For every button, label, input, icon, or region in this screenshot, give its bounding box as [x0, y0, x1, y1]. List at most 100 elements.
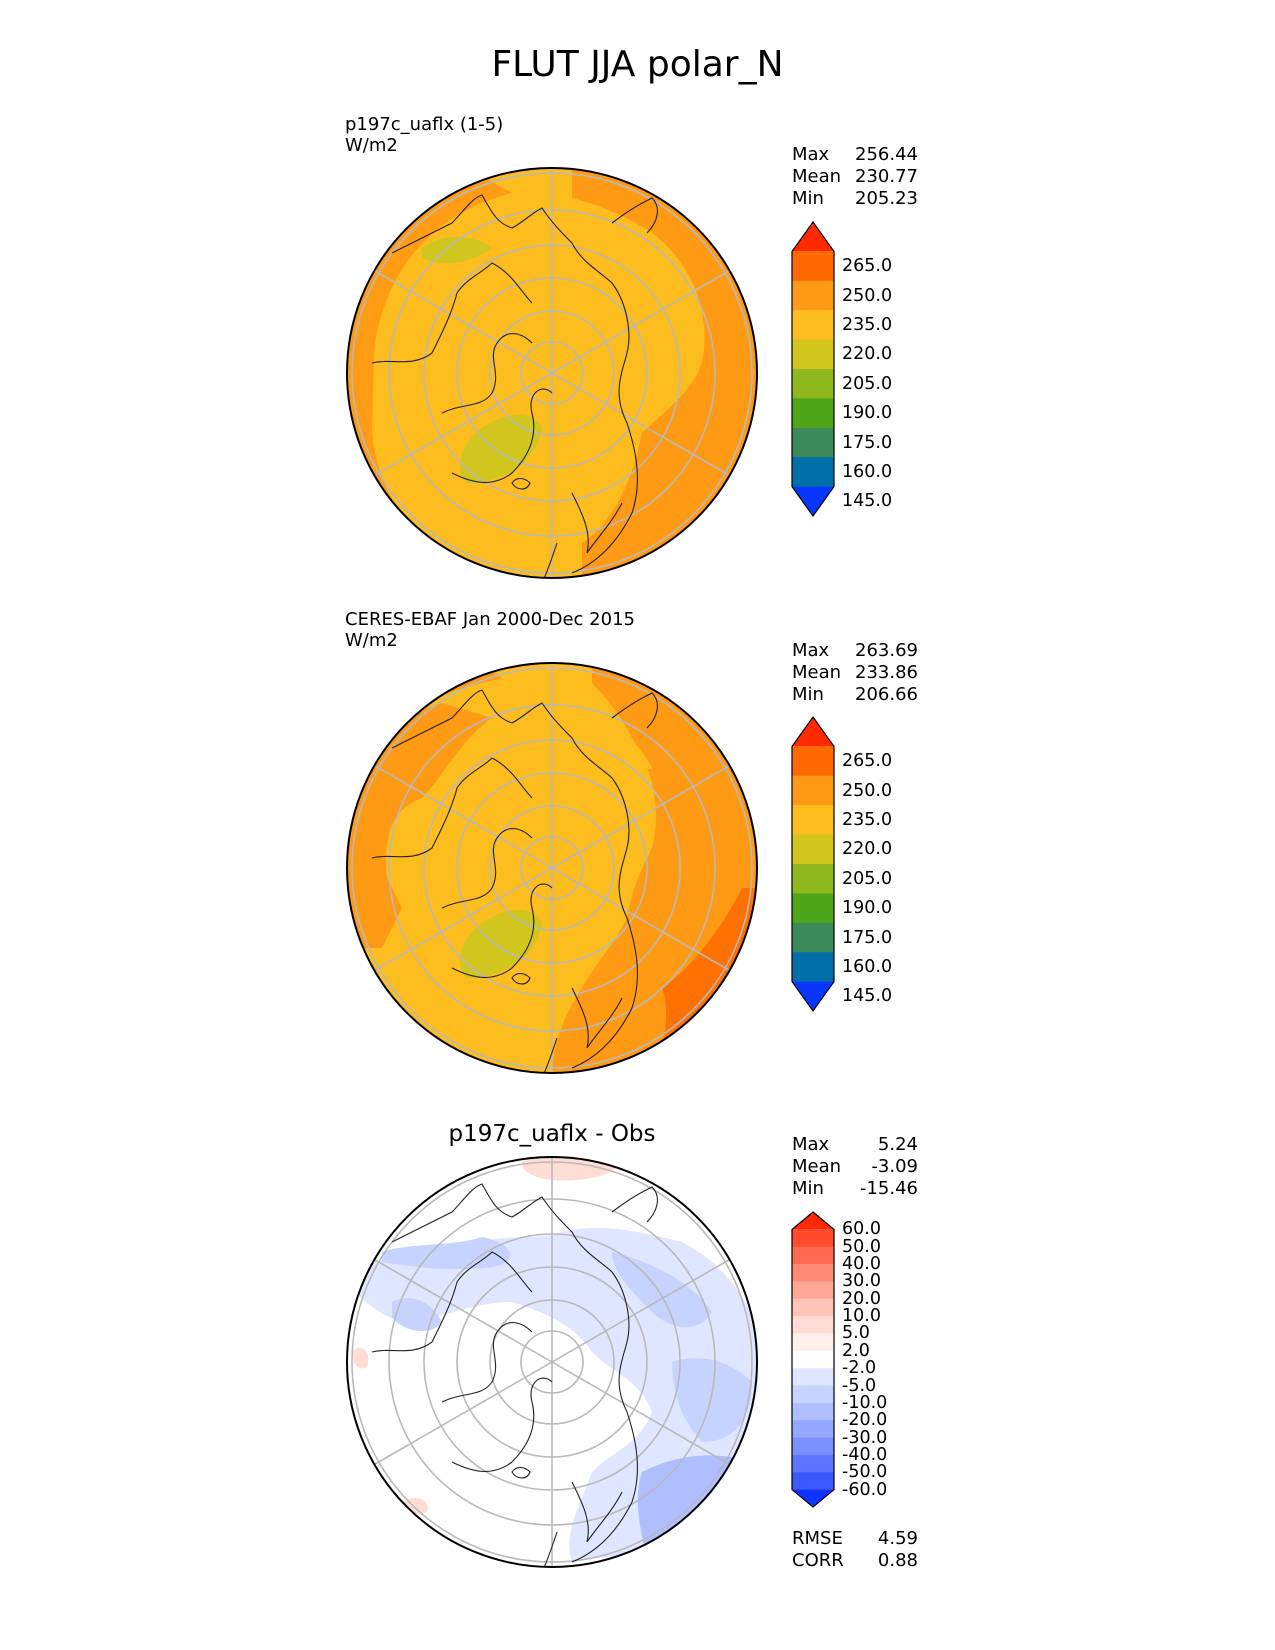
- panel-3-stat-corr-value: 0.88: [877, 1550, 918, 1571]
- colorbar-tick-label: 5.0: [842, 1323, 870, 1344]
- colorbar-bin: [792, 251, 834, 282]
- panel-3-colorbar-labels: 60.0 50.0 40.0 30.0 20.0 10.0 5.0 2.0 -2.0 -5.0 -1…: [842, 1212, 922, 1507]
- colorbar-tick-label: -60.0: [842, 1479, 888, 1500]
- panel-1-title: p197c_uaflx (1-5) W/m2: [345, 114, 503, 156]
- colorbar-outline: [791, 220, 835, 518]
- panel-3-stat-rmse-label: RMSE: [792, 1528, 843, 1549]
- colorbar-tick-label: 220.0: [842, 344, 893, 365]
- colorbar-tick-label: 265.0: [842, 751, 893, 772]
- panel-2-stat-max-label: Max: [792, 640, 830, 661]
- colorbar-tick-label: 145.0: [842, 986, 893, 1007]
- colorbar-bin: [792, 457, 834, 488]
- colorbar-bin: [792, 1229, 834, 1248]
- colorbar-bin: [792, 1264, 834, 1282]
- colorbar-bin: [792, 893, 834, 924]
- panel-1-stat-min-value: 205.23: [855, 188, 918, 209]
- panel-3-stat-rmse-value: 4.59: [877, 1528, 918, 1549]
- colorbar-tick-label: 175.0: [842, 927, 893, 948]
- panel-3-stat-mean-value: -3.09: [871, 1156, 918, 1177]
- colorbar-tick-label: -5.0: [842, 1375, 877, 1396]
- colorbar-bin: [792, 775, 834, 806]
- panel-1-colorbar-labels: 265.0 250.0 235.0 220.0 205.0 190.0 175.0 160.0…: [842, 222, 922, 516]
- colorbar-bin: [792, 1350, 834, 1369]
- colorbar-tick-label: 175.0: [842, 432, 893, 453]
- colorbar-bin: [792, 486, 834, 516]
- colorbar-bin: [792, 1246, 834, 1265]
- panel-1-stats: Max 256.44 Mean 230.77 Min 205.23: [792, 144, 918, 210]
- colorbar-tick-label: -50.0: [842, 1462, 888, 1483]
- panel-1-stat-max-value: 256.44: [855, 144, 918, 165]
- colorbar-bin: [792, 1489, 834, 1507]
- panel-2-stats: Max 263.69 Mean 233.86 Min 206.66: [792, 640, 918, 706]
- colorbar-tick-label: 190.0: [842, 403, 893, 424]
- panel-2-stat-mean-label: Mean: [792, 662, 842, 683]
- colorbar-outline: [791, 715, 835, 1013]
- colorbar-tick-label: -10.0: [842, 1392, 888, 1413]
- panel-1-colorbar: [791, 220, 835, 518]
- figure-title: FLUT JJA polar_N: [491, 44, 784, 85]
- colorbar-tick-label: 235.0: [842, 809, 893, 830]
- colorbar-tick-label: 145.0: [842, 491, 893, 512]
- colorbar-tick-label: 160.0: [842, 461, 893, 482]
- colorbar-bin: [792, 222, 834, 252]
- panel-3-error-stats: RMSE 4.59 CORR 0.88: [792, 1528, 918, 1572]
- colorbar-tick-label: 250.0: [842, 780, 893, 801]
- colorbar-bin: [792, 1385, 834, 1404]
- colorbar-bin: [792, 952, 834, 983]
- panel-1-stat-mean-label: Mean: [792, 166, 842, 187]
- colorbar-tick-label: 250.0: [842, 285, 893, 306]
- colorbar-tick-label: -30.0: [842, 1427, 888, 1448]
- colorbar-tick-label: 220.0: [842, 839, 893, 860]
- colorbar-bin: [792, 1420, 834, 1439]
- colorbar-tick-label: 265.0: [842, 256, 893, 277]
- panel-3-stat-mean-label: Mean: [792, 1156, 842, 1177]
- colorbar-bin: [792, 805, 834, 836]
- panel-1-stat-max-label: Max: [792, 144, 830, 165]
- colorbar-tick-label: 40.0: [842, 1254, 881, 1275]
- panel-3-stat-min-value: -15.46: [859, 1178, 918, 1199]
- panel-2-stat-min-label: Min: [792, 684, 824, 705]
- panel-2-stat-max-value: 263.69: [855, 640, 918, 661]
- panel-2-colorbar-labels: 265.0 250.0 235.0 220.0 205.0 190.0 175.0 160.0…: [842, 717, 922, 1011]
- panel-3-title: p197c_uaflx - Obs: [448, 1121, 656, 1147]
- colorbar-bin: [792, 339, 834, 370]
- panel-3-stat-max-value: 5.24: [877, 1134, 918, 1155]
- colorbar-bin: [792, 981, 834, 1011]
- panel-2-title-name: CERES-EBAF Jan 2000-Dec 2015: [345, 609, 635, 630]
- colorbar-tick-label: 205.0: [842, 868, 893, 889]
- panel-2-title-units: W/m2: [345, 630, 398, 651]
- colorbar-tick-label: -20.0: [842, 1410, 888, 1431]
- panel-2-polar-map: [346, 662, 758, 1074]
- colorbar-bin: [792, 922, 834, 953]
- colorbar-tick-label: -40.0: [842, 1444, 888, 1465]
- colorbar-bin: [792, 280, 834, 311]
- colorbar-outline: [791, 1211, 835, 1508]
- colorbar-tick-label: 50.0: [842, 1236, 881, 1257]
- colorbar-tick-label: -2.0: [842, 1358, 877, 1379]
- colorbar-tick-label: 10.0: [842, 1306, 881, 1327]
- panel-1-title-units: W/m2: [345, 135, 398, 156]
- colorbar-bin: [792, 1472, 834, 1491]
- colorbar-bin: [792, 1316, 834, 1334]
- colorbar-bin: [792, 369, 834, 399]
- colorbar-tick-label: 160.0: [842, 956, 893, 977]
- panel-1-title-name: p197c_uaflx (1-5): [345, 114, 504, 135]
- colorbar-tick-label: 60.0: [842, 1219, 881, 1240]
- colorbar-tick-label: 190.0: [842, 898, 893, 919]
- colorbar-bin: [792, 746, 834, 777]
- colorbar-tick-label: 2.0: [842, 1340, 870, 1361]
- colorbar-bin: [792, 1298, 834, 1317]
- panel-2-title: CERES-EBAF Jan 2000-Dec 2015 W/m2: [345, 609, 635, 651]
- colorbar-tick-label: 20.0: [842, 1288, 881, 1309]
- panel-3-stats: Max 5.24 Mean -3.09 Min -15.46: [792, 1134, 918, 1200]
- panel-2-colorbar: [791, 715, 835, 1013]
- colorbar-bin: [792, 864, 834, 894]
- colorbar-bin: [792, 427, 834, 458]
- panel-2-stat-mean-value: 233.86: [855, 662, 918, 683]
- panel-2-stat-min-value: 206.66: [855, 684, 918, 705]
- panel-3-stat-max-label: Max: [792, 1134, 830, 1155]
- panel-1-stat-mean-value: 230.77: [855, 166, 918, 187]
- colorbar-bin: [792, 1454, 834, 1473]
- colorbar-bin: [792, 1333, 834, 1352]
- colorbar-bin: [792, 1281, 834, 1300]
